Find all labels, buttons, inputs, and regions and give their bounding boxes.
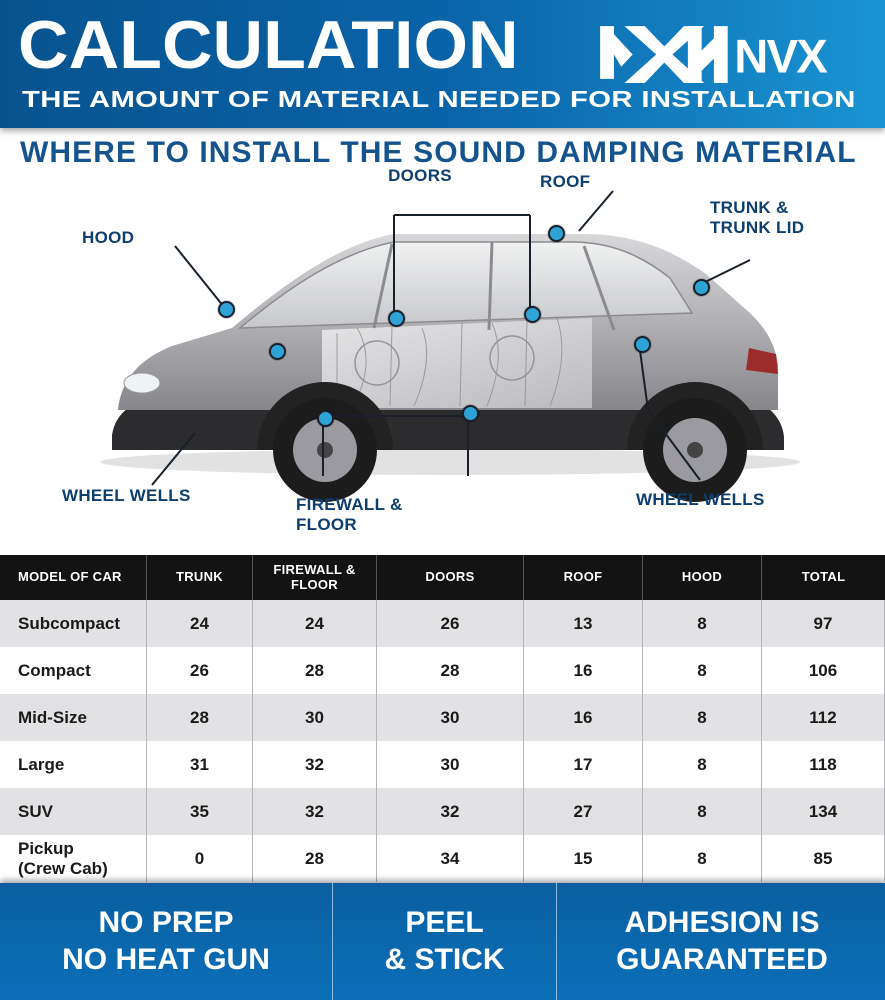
svg-text:NVX: NVX <box>734 29 827 82</box>
